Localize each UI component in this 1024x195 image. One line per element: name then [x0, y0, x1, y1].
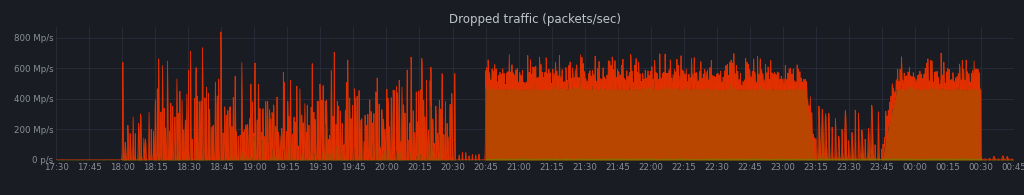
Title: Dropped traffic (packets/sec): Dropped traffic (packets/sec) [450, 13, 621, 26]
